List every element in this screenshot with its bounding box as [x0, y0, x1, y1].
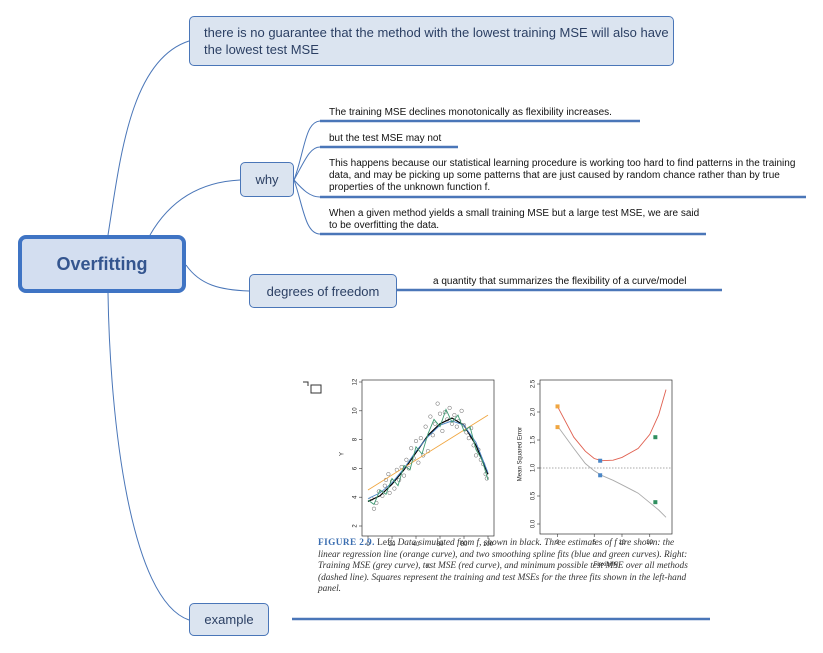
left-y-tick-label: 6	[353, 466, 359, 470]
right-mse-square	[653, 500, 658, 505]
left-data-point	[387, 490, 392, 495]
right-x-tick-label: 5	[593, 540, 597, 546]
figure-collapse-icon[interactable]	[303, 381, 322, 394]
left-y-tick-label: 2	[353, 524, 359, 528]
left-data-point	[382, 483, 387, 488]
left-y-tick-label: 8	[353, 437, 359, 441]
left-x-axis-label: X	[426, 564, 430, 570]
right-y-tick-label: 0.0	[531, 519, 537, 528]
right-mse-square	[555, 404, 560, 409]
right-x-tick-label: 20	[646, 540, 653, 546]
node-no-guarantee[interactable]: there is no guarantee that the method wi…	[189, 16, 674, 66]
right-x-tick-label: 10	[619, 540, 626, 546]
right-y-tick-label: 1.0	[531, 463, 537, 472]
left-data-point	[473, 453, 479, 458]
left-data-point	[447, 405, 452, 410]
right-series-line-0	[557, 425, 667, 518]
left-data-point	[401, 473, 407, 478]
root-label: Overfitting	[56, 253, 148, 274]
right-y-tick-label: 1.5	[531, 435, 537, 444]
right-mse-square	[598, 473, 603, 478]
left-data-point	[459, 408, 464, 413]
left-data-point	[454, 424, 459, 429]
right-y-axis-label: Mean Squared Error	[518, 427, 524, 481]
left-data-point	[418, 436, 423, 441]
right-mse-square	[555, 425, 560, 430]
left-data-point	[423, 424, 428, 429]
left-data-point	[386, 472, 391, 477]
left-x-tick-label: 60	[437, 542, 444, 548]
left-data-point	[452, 413, 457, 418]
right-x-axis-label: Flexibility	[594, 562, 619, 568]
left-data-point	[409, 446, 414, 451]
left-x-tick-label: 40	[413, 542, 420, 548]
caption-left: Left:	[377, 538, 396, 548]
right-mse-square	[598, 458, 603, 463]
left-y-tick-label: 4	[353, 495, 359, 499]
left-x-tick-label: 100	[483, 542, 494, 548]
left-data-point	[416, 460, 421, 465]
right-series-line-1	[557, 389, 667, 462]
left-y-tick-label: 12	[353, 378, 359, 385]
left-plot-frame	[361, 379, 495, 537]
caption-text: Data simulated from f, shown in black. T…	[318, 538, 688, 595]
node-why[interactable]: why	[240, 162, 294, 197]
left-data-point	[392, 486, 397, 491]
node-degrees-of-freedom[interactable]: degrees of freedom	[249, 274, 397, 308]
left-data-point	[435, 401, 440, 406]
right-mse-chart: 2 5 10 20 0.0 0.5 1.0 1.5 2.0 2.5 Flexibility Mean …	[518, 379, 673, 568]
left-series-line-2	[367, 420, 489, 500]
right-plot-frame	[539, 379, 673, 535]
left-data-point	[430, 433, 435, 438]
left-data-point	[421, 453, 426, 458]
left-x-tick-label: 0	[366, 542, 370, 548]
left-data-point	[433, 421, 438, 426]
node-example[interactable]: example	[189, 603, 269, 636]
left-data-point	[371, 506, 377, 511]
left-data-point	[404, 457, 409, 462]
left-series-line-0	[367, 417, 489, 503]
right-y-tick-label: 0.5	[531, 491, 537, 500]
left-y-axis-label: Y	[340, 452, 346, 456]
why-item-statistical-procedure[interactable]: This happens because our statistical lea…	[329, 158, 796, 193]
left-x-tick-label: 20	[389, 542, 396, 548]
left-data-point	[428, 414, 433, 419]
left-data-point	[437, 411, 443, 416]
right-y-tick-label: 2.0	[531, 407, 537, 416]
right-y-tick-label: 2.5	[531, 379, 537, 388]
left-data-point	[466, 436, 471, 441]
left-data-point	[413, 438, 419, 444]
why-item-training-mse[interactable]: The training MSE declines monotonically …	[329, 107, 612, 118]
why-item-overfitting-definition[interactable]: When a given method yields a small train…	[329, 208, 700, 231]
root-node-overfitting[interactable]: Overfitting	[18, 235, 186, 293]
figure-caption: FIGURE 2.9. Left: Data simulated from f,…	[318, 538, 688, 596]
left-series-line-3	[367, 408, 489, 506]
why-item-test-mse[interactable]: but the test MSE may not	[329, 133, 442, 144]
figure-2-9: 0 20 40 60 80 100 2 4 6 8 10 12 X Y 2 5 10 20 0.0 0.5 1.0 1.…	[303, 378, 673, 570]
left-y-tick-label: 10	[353, 407, 359, 414]
left-x-tick-label: 80	[461, 542, 468, 548]
left-scatter-chart: 0 20 40 60 80 100 2 4 6 8 10 12 X Y	[340, 378, 495, 570]
left-data-point	[440, 428, 445, 434]
right-x-tick-label: 2	[556, 540, 560, 546]
right-mse-square	[653, 435, 658, 440]
dof-item[interactable]: a quantity that summarizes the flexibili…	[433, 276, 687, 287]
caption-label: FIGURE 2.9.	[318, 538, 375, 548]
